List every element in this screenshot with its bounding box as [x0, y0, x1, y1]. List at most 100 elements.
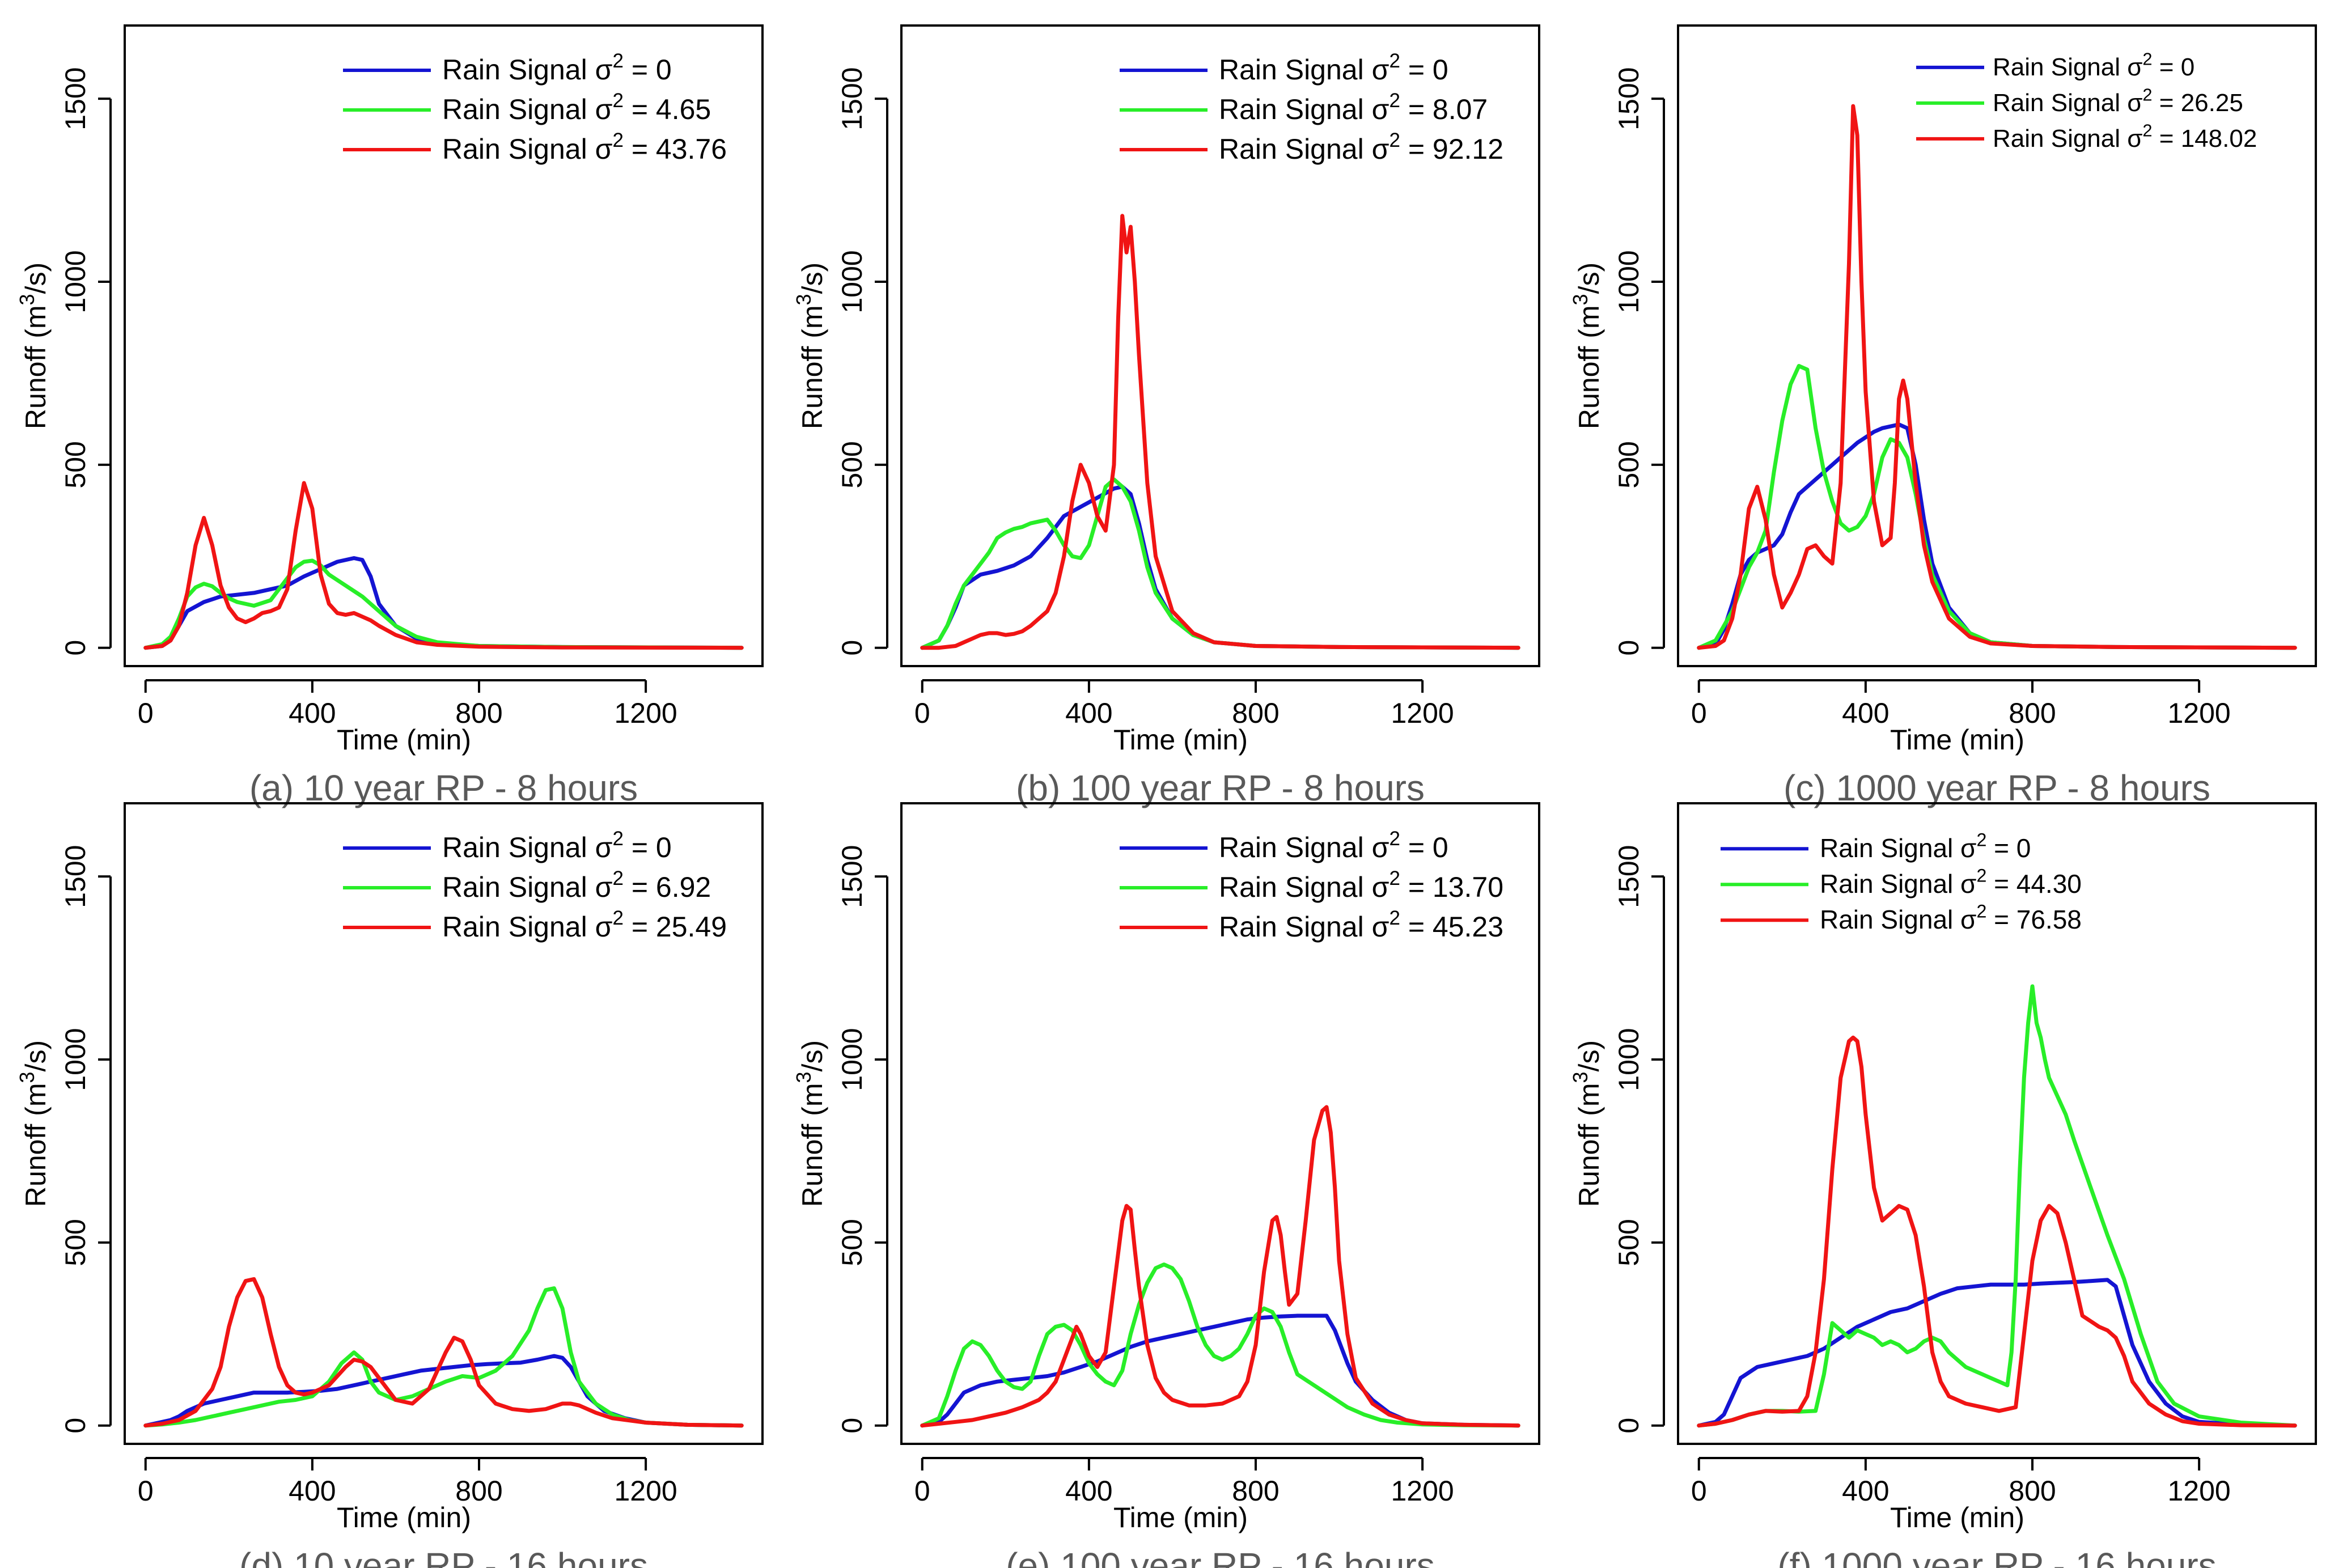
plot-frame [900, 24, 1540, 667]
x-tick-label: 800 [455, 697, 502, 729]
legend-entry: Rain Signal σ2 = 76.58 [1820, 901, 2082, 934]
legend-label: Rain Signal σ [442, 94, 613, 125]
x-tick-label: 0 [138, 1475, 154, 1507]
legend-superscript: 2 [1389, 828, 1400, 850]
x-tick-label: 1200 [2168, 697, 2231, 729]
legend-value: = 148.02 [2153, 125, 2257, 152]
legend-superscript: 2 [1389, 90, 1400, 112]
series-line-green [920, 477, 1520, 650]
series-line-green [143, 1286, 744, 1428]
legend-value: = 43.76 [624, 133, 727, 165]
legend-entry: Rain Signal σ2 = 0 [1993, 49, 2195, 81]
legend-value: = 44.30 [1986, 869, 2082, 899]
series-line-blue [1697, 422, 2297, 650]
panel-caption: (a) 10 year RP - 8 hours [249, 768, 638, 808]
y-tick-label: 0 [60, 640, 91, 656]
y-axis-title: Runoff (m3/s) [1569, 262, 1605, 429]
legend-entry: Rain Signal σ2 = 0 [442, 50, 672, 86]
series-line-green [1697, 364, 2297, 650]
y-tick-label: 1500 [836, 67, 868, 130]
legend-value: = 76.58 [1986, 905, 2082, 934]
legend-label: Rain Signal σ [1219, 871, 1389, 903]
legend-superscript: 2 [1976, 866, 1986, 886]
series-line-red [1697, 104, 2297, 650]
legend-entry: Rain Signal σ2 = 4.65 [442, 90, 711, 125]
legend-superscript: 2 [1976, 901, 1986, 922]
legend-superscript: 2 [2142, 49, 2152, 69]
x-tick-label: 400 [289, 1475, 336, 1507]
legend-entry: Rain Signal σ2 = 25.49 [442, 907, 727, 943]
y-tick-label: 0 [836, 640, 868, 656]
legend-value: = 6.92 [624, 871, 711, 903]
plot-frame [1677, 24, 2317, 667]
x-tick-label: 800 [1232, 697, 1279, 729]
legend-value: = 13.70 [1400, 871, 1503, 903]
legend-value: = 45.23 [1400, 911, 1503, 943]
x-tick-label: 800 [455, 1475, 502, 1507]
panel-f: 0 400 800 1200 0 500 1000 1500 Time (min) Runoff … [1569, 802, 2317, 1568]
y-tick-label: 1500 [1613, 67, 1645, 130]
x-axis-title: Time (min) [1113, 724, 1248, 756]
x-axis-title: Time (min) [1113, 1502, 1248, 1533]
y-axis-title: Runoff (m3/s) [792, 262, 828, 429]
x-tick-label: 1200 [1391, 697, 1454, 729]
x-tick-label: 0 [914, 1475, 930, 1507]
legend-superscript: 2 [612, 50, 623, 72]
legend-entry: Rain Signal σ2 = 0 [1820, 830, 2031, 863]
legend-label: Rain Signal σ [1820, 905, 1976, 934]
legend-label: Rain Signal σ [442, 54, 613, 86]
legend-value: = 0 [1400, 54, 1448, 86]
legend-superscript: 2 [612, 828, 623, 850]
x-axis-title: Time (min) [1890, 724, 2024, 756]
y-tick-label: 500 [1613, 441, 1645, 488]
legend-label: Rain Signal σ [1993, 53, 2142, 81]
y-tick-label: 500 [836, 1219, 868, 1266]
plot-frame [900, 802, 1540, 1445]
x-tick-label: 400 [1065, 1475, 1112, 1507]
legend-superscript: 2 [2142, 121, 2152, 141]
legend-label: Rain Signal σ [1219, 54, 1389, 86]
plot-frame [124, 24, 764, 667]
legend-superscript: 2 [1389, 867, 1400, 889]
x-tick-label: 800 [1232, 1475, 1279, 1507]
panel-e: 0 400 800 1200 0 500 1000 1500 Time (min) Runoff … [792, 802, 1540, 1568]
legend-superscript: 2 [612, 90, 623, 112]
legend-entry: Rain Signal σ2 = 0 [442, 828, 672, 863]
legend-entry: Rain Signal σ2 = 45.23 [1219, 907, 1503, 943]
legend-superscript: 2 [1976, 830, 1986, 850]
x-tick-label: 800 [2009, 697, 2056, 729]
legend-value: = 26.25 [2153, 89, 2243, 117]
series-line-red [1697, 1035, 2297, 1428]
series-line-blue [143, 1354, 744, 1428]
plot-frame [124, 802, 764, 1445]
y-tick-label: 1000 [836, 1028, 868, 1091]
x-axis-title: Time (min) [337, 724, 471, 756]
panel-caption: (d) 10 year RP - 16 hours [239, 1545, 648, 1568]
panel-d: 0 400 800 1200 0 500 1000 1500 Time (min) Runoff … [15, 802, 764, 1568]
series-line-blue [1697, 1278, 2297, 1428]
legend-entry: Rain Signal σ2 = 92.12 [1219, 129, 1503, 165]
legend-value: = 0 [624, 832, 672, 863]
panel-caption: (f) 1000 year RP - 16 hours [1777, 1545, 2216, 1568]
y-tick-label: 1500 [60, 67, 91, 130]
legend-label: Rain Signal σ [442, 871, 613, 903]
y-axis-title: Runoff (m3/s) [15, 1040, 52, 1207]
y-axis-title: Runoff (m3/s) [792, 1040, 828, 1207]
x-tick-label: 1200 [615, 1475, 677, 1507]
series-line-green [920, 1262, 1520, 1428]
panel-a: 0 400 800 1200 0 500 1000 1500 Time (min) Runoff … [15, 24, 764, 808]
y-tick-label: 1500 [836, 845, 868, 908]
legend-label: Rain Signal σ [1820, 869, 1976, 899]
y-tick-label: 1500 [60, 845, 91, 908]
y-tick-label: 0 [60, 1418, 91, 1434]
legend-label: Rain Signal σ [1993, 89, 2142, 117]
legend-superscript: 2 [1389, 129, 1400, 151]
legend-entry: Rain Signal σ2 = 6.92 [442, 867, 711, 903]
legend-superscript: 2 [1389, 50, 1400, 72]
legend-label: Rain Signal σ [1993, 125, 2142, 152]
legend-superscript: 2 [612, 907, 623, 929]
series-line-red [920, 214, 1520, 650]
